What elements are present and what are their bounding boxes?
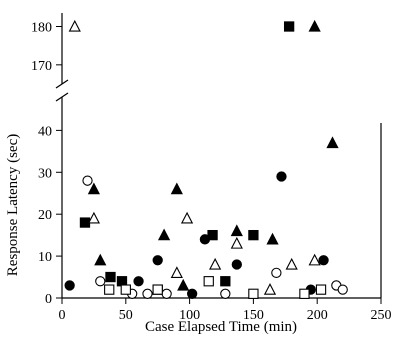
data-point-filled-square: [220, 276, 231, 287]
data-point-open-circle: [82, 175, 93, 186]
data-point-filled-triangle: [157, 228, 171, 241]
x-ticks: 0 50 100 150 200 250: [59, 298, 392, 323]
data-point-open-triangle: [285, 257, 298, 270]
data-point-filled-square: [283, 21, 295, 32]
y-axis-title: Response Latency (sec): [5, 134, 21, 276]
data-point-filled-circle: [152, 255, 163, 266]
data-point-open-circle: [220, 288, 231, 299]
data-point-open-square: [248, 288, 259, 299]
data-point-open-square: [120, 284, 131, 295]
data-point-filled-triangle: [177, 278, 190, 291]
x-axis-title: Case Elapsed Time (min): [145, 319, 297, 335]
data-point-open-square: [315, 284, 327, 295]
data-points: [64, 19, 348, 299]
y-tick-label: 170: [31, 59, 52, 74]
data-point-filled-square: [105, 271, 116, 283]
y-tick-label: 20: [38, 208, 52, 223]
data-point-open-square: [104, 284, 115, 295]
data-point-open-triangle: [308, 253, 321, 266]
data-point-open-square: [152, 284, 163, 295]
y-tick-label: 30: [38, 166, 52, 181]
data-point-open-triangle: [68, 19, 81, 32]
data-point-filled-circle: [276, 171, 287, 182]
x-tick-label: 150: [243, 308, 264, 323]
data-point-open-circle: [337, 284, 348, 295]
data-point-filled-circle: [318, 255, 329, 266]
data-point-filled-triangle: [170, 182, 183, 195]
y-tick-label: 10: [38, 250, 52, 265]
data-point-filled-triangle: [94, 253, 107, 266]
data-point-open-circle: [271, 267, 282, 279]
data-point-filled-square: [79, 217, 91, 228]
x-tick-label: 200: [307, 308, 328, 323]
x-tick-label: 250: [371, 308, 392, 323]
x-tick-label: 0: [59, 308, 66, 323]
data-point-filled-circle: [231, 259, 242, 270]
data-point-filled-circle: [64, 280, 75, 291]
axis-break-mark-upper: [55, 79, 69, 89]
y-tick-label: 40: [38, 124, 52, 139]
data-point-filled-triangle: [230, 224, 243, 237]
data-point-filled-circle: [199, 234, 211, 245]
data-point-filled-square: [248, 229, 259, 241]
data-point-open-square: [203, 276, 214, 287]
axes: [55, 13, 382, 299]
data-point-open-triangle: [230, 236, 243, 249]
data-point-filled-triangle: [266, 232, 279, 245]
data-point-filled-triangle: [326, 136, 339, 149]
data-point-open-triangle: [263, 283, 277, 295]
data-point-open-triangle: [87, 211, 101, 224]
data-point-filled-circle: [187, 288, 198, 299]
data-point-filled-triangle: [87, 182, 101, 195]
x-tick-label: 100: [179, 308, 200, 323]
x-tick-label: 50: [119, 308, 133, 323]
data-point-open-circle: [95, 276, 106, 287]
data-point-open-circle: [161, 288, 172, 299]
data-point-filled-square: [207, 229, 218, 241]
data-point-open-square: [299, 288, 310, 299]
data-point-filled-circle: [133, 276, 144, 287]
data-point-filled-square: [116, 276, 128, 287]
data-point-filled-triangle: [308, 19, 321, 32]
data-point-open-triangle: [209, 257, 222, 270]
data-point-open-circle: [142, 288, 153, 299]
y-tick-label: 0: [45, 292, 52, 307]
data-point-open-triangle: [170, 266, 183, 279]
y-ticks: 0 10 20 30 40 170 180: [31, 21, 62, 307]
data-point-open-triangle: [180, 211, 194, 224]
y-tick-label: 180: [31, 21, 52, 36]
